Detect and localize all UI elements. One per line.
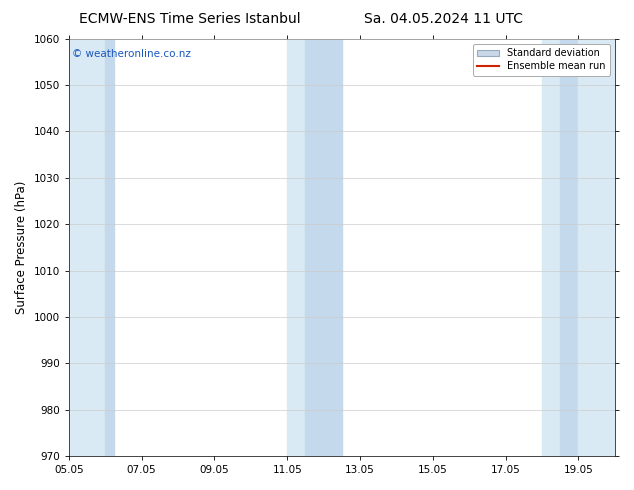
Bar bbox=[578, 39, 615, 456]
Bar bbox=[542, 39, 560, 456]
Bar bbox=[105, 39, 114, 456]
Text: © weatheronline.co.nz: © weatheronline.co.nz bbox=[72, 49, 190, 59]
Legend: Standard deviation, Ensemble mean run: Standard deviation, Ensemble mean run bbox=[472, 44, 610, 76]
Text: ECMW-ENS Time Series Istanbul: ECMW-ENS Time Series Istanbul bbox=[79, 12, 301, 26]
Bar bbox=[287, 39, 306, 456]
Bar bbox=[306, 39, 342, 456]
Text: Sa. 04.05.2024 11 UTC: Sa. 04.05.2024 11 UTC bbox=[365, 12, 523, 26]
Bar bbox=[69, 39, 105, 456]
Y-axis label: Surface Pressure (hPa): Surface Pressure (hPa) bbox=[15, 181, 28, 314]
Bar bbox=[560, 39, 578, 456]
